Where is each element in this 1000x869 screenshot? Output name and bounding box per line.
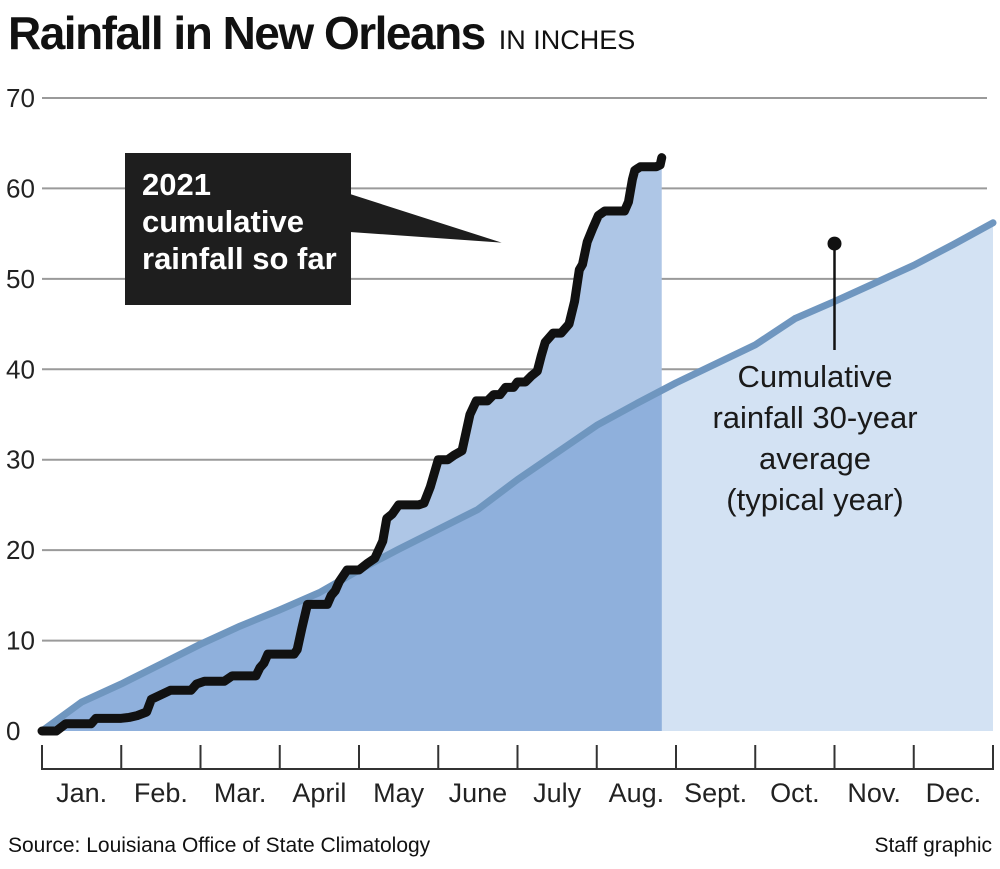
callout-2021-text: 2021 [142,167,211,202]
month-label: May [373,778,425,808]
month-label: Dec. [926,778,982,808]
month-label: Oct. [770,778,820,808]
y-tick-label: 70 [6,83,35,113]
y-tick-label: 0 [6,716,20,746]
x-axis: Jan. Feb. Mar. April May June July Aug. Sept. Oct… [41,745,994,808]
source-note: Source: Louisiana Office of State Climat… [8,834,431,857]
overlap-area [42,390,662,731]
month-label: April [292,778,346,808]
callout-2021-text: rainfall so far [142,241,337,276]
y-tick-label: 50 [6,264,35,294]
credit-note: Staff graphic [874,834,992,857]
average-label-text: average [759,441,871,476]
title-row: Rainfall in New Orleans IN INCHES [8,6,635,60]
callout-2021-text: cumulative [142,204,304,239]
y-tick-label: 10 [6,626,35,656]
average-marker-dot [827,236,842,251]
average-label-text: (typical year) [726,482,903,517]
month-label: Mar. [214,778,267,808]
callout-box-2021 [125,153,351,305]
y-tick-label: 20 [6,535,35,565]
series-2021-line [37,153,667,736]
y-tick-label: 60 [6,173,35,203]
month-label: Nov. [847,778,901,808]
y-tick-label: 30 [6,445,35,475]
month-label: Feb. [134,778,188,808]
month-label: July [533,778,582,808]
average-area [42,222,993,731]
average-label-text: rainfall 30-year [712,400,917,435]
month-label: June [449,778,508,808]
y-tick-label: 40 [6,354,35,384]
month-label: Jan. [56,778,107,808]
month-label: Aug. [609,778,665,808]
chart-title: Rainfall in New Orleans [8,7,486,59]
month-label: Sept. [684,778,747,808]
area-fills [42,157,993,731]
callout-pointer [350,194,502,243]
average-label-text: Cumulative [737,359,892,394]
chart-subtitle: IN INCHES [498,25,636,55]
